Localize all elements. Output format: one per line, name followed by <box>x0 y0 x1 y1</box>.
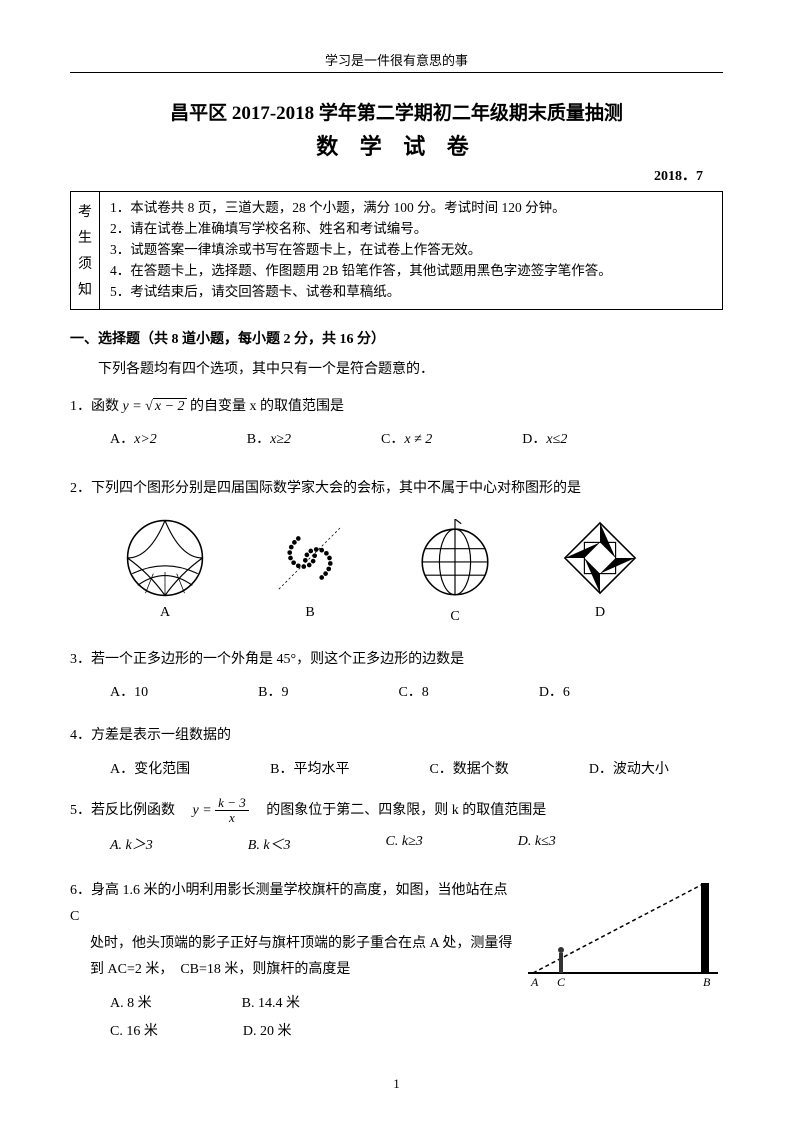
q1-option-c: C．x ≠ 2 <box>381 428 432 448</box>
q1-option-d: D．x≤2 <box>522 428 567 448</box>
logo-d-icon <box>561 519 639 597</box>
notice-box: 考 生 须 知 1．本试卷共 8 页，三道大题，28 个小题，满分 100 分。… <box>70 191 723 310</box>
q4-option-b: B．平均水平 <box>270 758 349 778</box>
logo-a-icon <box>126 519 204 597</box>
q5-option-a: A. k＞3 <box>110 834 153 854</box>
q4-option-a: A．变化范围 <box>110 758 190 778</box>
question-1: 1．函数 y = √x − 2 的自变量 x 的取值范围是 <box>70 394 723 421</box>
q1-function: y = √x − 2 <box>123 398 187 414</box>
q6-option-d: D. 20 米 <box>243 1020 292 1040</box>
q2-figures: A B <box>120 519 723 625</box>
q6-figure: A C B <box>523 878 723 998</box>
q6-line3: 到 AC=2 米， CB=18 米，则旗杆的高度是 <box>90 957 513 984</box>
svg-text:B: B <box>703 975 711 989</box>
q2-logo-a: A <box>120 519 210 625</box>
notice-item: 1．本试卷共 8 页，三道大题，28 个小题，满分 100 分。考试时间 120… <box>110 198 712 219</box>
q2-logo-c: C <box>410 519 500 625</box>
svg-text:C: C <box>557 975 566 989</box>
notice-item: 4．在答题卡上，选择题、作图题用 2B 铅笔作答，其他试题用黑色字迹签字笔作答。 <box>110 261 712 282</box>
notice-side-label: 考 生 须 知 <box>71 192 100 309</box>
exam-date: 2018．7 <box>70 165 703 185</box>
notice-item: 3．试题答案一律填涂或书写在答题卡上，在试卷上作答无效。 <box>110 240 712 261</box>
section-1-heading: 一、选择题（共 8 道小题，每小题 2 分，共 16 分） <box>70 328 723 348</box>
q2-label-c: C <box>410 609 500 625</box>
q5-option-d: D. k≤3 <box>518 834 556 854</box>
flagpole-diagram-icon: A C B <box>523 878 723 993</box>
q1-option-b: B．x≥2 <box>247 428 291 448</box>
q5-stem-post: 的图象位于第二、四象限，则 k 的取值范围是 <box>252 803 546 818</box>
notice-item: 5．考试结束后，请交回答题卡、试卷和草稿纸。 <box>110 282 712 303</box>
q6-option-c: C. 16 米 <box>110 1020 158 1040</box>
q4-option-c: C．数据个数 <box>429 758 508 778</box>
q3-option-a: A．10 <box>110 681 148 701</box>
svg-text:A: A <box>530 975 539 989</box>
section-1-subtext: 下列各题均有四个选项，其中只有一个是符合题意的． <box>98 358 723 378</box>
notice-content: 1．本试卷共 8 页，三道大题，28 个小题，满分 100 分。考试时间 120… <box>100 192 722 309</box>
q6-option-b: B. 14.4 米 <box>242 992 300 1012</box>
q6-options-row2: C. 16 米 D. 20 米 <box>110 1020 513 1040</box>
q5-options: A. k＞3 B. k＜3 C. k≥3 D. k≤3 <box>110 834 723 854</box>
notice-side-char: 须 <box>78 253 92 273</box>
notice-side-char: 考 <box>78 201 92 221</box>
question-2: 2．下列四个图形分别是四届国际数学家大会的会标，其中不属于中心对称图形的是 <box>70 476 723 503</box>
notice-side-char: 生 <box>78 227 92 247</box>
q2-logo-b: B <box>265 519 355 625</box>
q1-stem-pre: 1．函数 <box>70 399 123 414</box>
question-6: 6．身高 1.6 米的小明利用影长测量学校旗杆的高度，如图，当他站在点 C 处时… <box>70 878 723 1040</box>
exam-title: 昌平区 2017-2018 学年第二学期初二年级期末质量抽测 <box>70 98 723 125</box>
q4-option-d: D．波动大小 <box>589 758 669 778</box>
q5-option-b: B. k＜3 <box>248 834 291 854</box>
q5-fraction: k − 3x <box>215 796 249 826</box>
question-4: 4．方差是表示一组数据的 <box>70 723 723 750</box>
q3-option-d: D．6 <box>539 681 570 701</box>
header-quote: 学习是一件很有意思的事 <box>70 50 723 73</box>
logo-b-icon <box>271 519 349 597</box>
q6-line2: 处时，他头顶端的影子正好与旗杆顶端的影子重合在点 A 处，测量得 <box>90 931 513 958</box>
q4-options: A．变化范围 B．平均水平 C．数据个数 D．波动大小 <box>110 758 723 778</box>
page: 学习是一件很有意思的事 昌平区 2017-2018 学年第二学期初二年级期末质量… <box>0 0 793 1122</box>
q1-option-a: A．x>2 <box>110 428 157 448</box>
q5-function: y = <box>193 803 216 818</box>
q2-label-d: D <box>555 605 645 621</box>
q1-options: A．x>2 B．x≥2 C．x ≠ 2 D．x≤2 <box>110 428 723 448</box>
page-number: 1 <box>0 1076 793 1092</box>
notice-side-char: 知 <box>78 279 92 299</box>
logo-c-icon <box>416 519 494 601</box>
q3-options: A．10 B．9 C．8 D．6 <box>110 681 723 701</box>
q2-logo-d: D <box>555 519 645 625</box>
q6-options-row1: A. 8 米 B. 14.4 米 <box>110 992 513 1012</box>
q6-line1: 6．身高 1.6 米的小明利用影长测量学校旗杆的高度，如图，当他站在点 C <box>70 878 513 931</box>
exam-subject: 数 学 试 卷 <box>70 129 723 161</box>
question-3: 3．若一个正多边形的一个外角是 45°，则这个正多边形的边数是 <box>70 647 723 674</box>
q2-label-a: A <box>120 605 210 621</box>
notice-item: 2．请在试卷上准确填写学校名称、姓名和考试编号。 <box>110 219 712 240</box>
q6-text: 6．身高 1.6 米的小明利用影长测量学校旗杆的高度，如图，当他站在点 C 处时… <box>70 878 513 1040</box>
q1-stem-post: 的自变量 x 的取值范围是 <box>190 399 344 414</box>
q2-label-b: B <box>265 605 355 621</box>
q6-option-a: A. 8 米 <box>110 992 152 1012</box>
q5-option-c: C. k≥3 <box>386 834 423 854</box>
q3-option-c: C．8 <box>398 681 428 701</box>
q3-option-b: B．9 <box>258 681 288 701</box>
question-5: 5．若反比例函数 y = k − 3x 的图象位于第二、四象限，则 k 的取值范… <box>70 796 723 826</box>
q5-stem-pre: 5．若反比例函数 <box>70 803 189 818</box>
